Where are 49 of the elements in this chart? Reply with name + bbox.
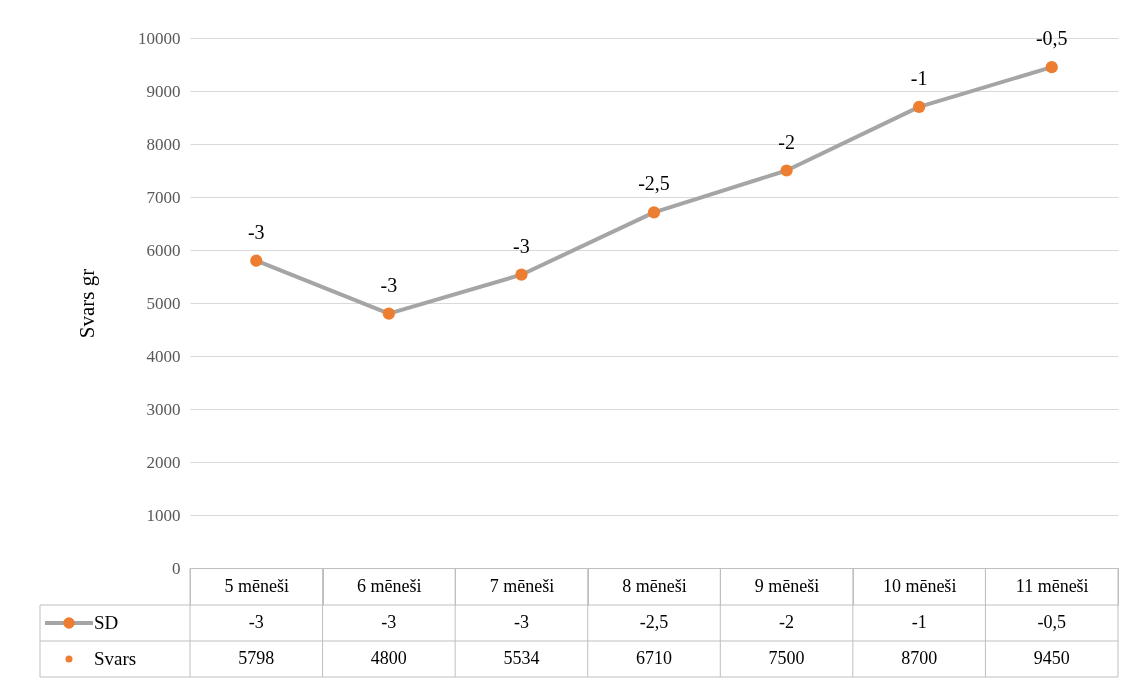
annotation: -3: [380, 273, 398, 296]
y-tick-label: 4000: [146, 346, 181, 366]
data-label: 7500: [768, 648, 805, 668]
annotation: -2,5: [638, 172, 670, 195]
text: -0,5: [1037, 612, 1066, 632]
text: -3: [248, 612, 264, 632]
y-tick-label: 6000: [146, 240, 181, 260]
point: [382, 307, 395, 320]
point: [647, 206, 661, 219]
y-tick-label: 9000: [146, 81, 181, 101]
data-label: 6710: [636, 648, 672, 668]
annotation: -2: [778, 130, 795, 153]
annotation: -0,5: [1035, 27, 1068, 50]
legend-label: Svars: [94, 648, 137, 669]
y-axis-title: Svars gr: [75, 268, 99, 339]
data-label: 9450: [1033, 648, 1070, 668]
annotation: -3: [513, 234, 530, 257]
x-tick-label: 5 mēneši: [224, 575, 290, 596]
point: [1045, 61, 1058, 74]
data-label: 5798: [238, 648, 275, 668]
point: [780, 164, 793, 177]
x-tick-label: 7 mēneši: [489, 575, 555, 596]
text: -1: [911, 612, 927, 632]
text: SD: [94, 612, 119, 633]
x-tick-label: 10 mēneši: [882, 575, 957, 596]
x-tick-label: 9 mēneši: [754, 575, 820, 596]
data-label: 8700: [901, 648, 938, 668]
y-tick-label: 0: [172, 558, 181, 578]
text: -2: [779, 612, 795, 632]
point: [913, 100, 926, 114]
data-label: 4800: [370, 648, 407, 668]
text: -3: [381, 612, 397, 632]
text: -2,5: [639, 612, 669, 632]
x-tick-label: 6 mēneši: [357, 575, 422, 596]
annotation: -1: [910, 66, 928, 89]
annotation: -3: [247, 220, 265, 243]
y-tick-label: 7000: [146, 187, 181, 207]
y-tick-label: 5000: [146, 293, 181, 313]
y-tick-label: 1000: [146, 505, 181, 525]
y-tick-label: 8000: [146, 134, 181, 154]
y-tick-label: 3000: [146, 399, 181, 419]
text: -3: [513, 612, 529, 632]
point: [515, 268, 528, 281]
y-tick-label: 2000: [146, 452, 181, 472]
x-tick-label: 11 mēneši: [1015, 575, 1089, 596]
point: [250, 254, 263, 267]
x-tick-label: 8 mēneši: [622, 575, 687, 596]
y-tick-label: 10000: [138, 28, 181, 48]
data-label: 5534: [503, 648, 540, 668]
